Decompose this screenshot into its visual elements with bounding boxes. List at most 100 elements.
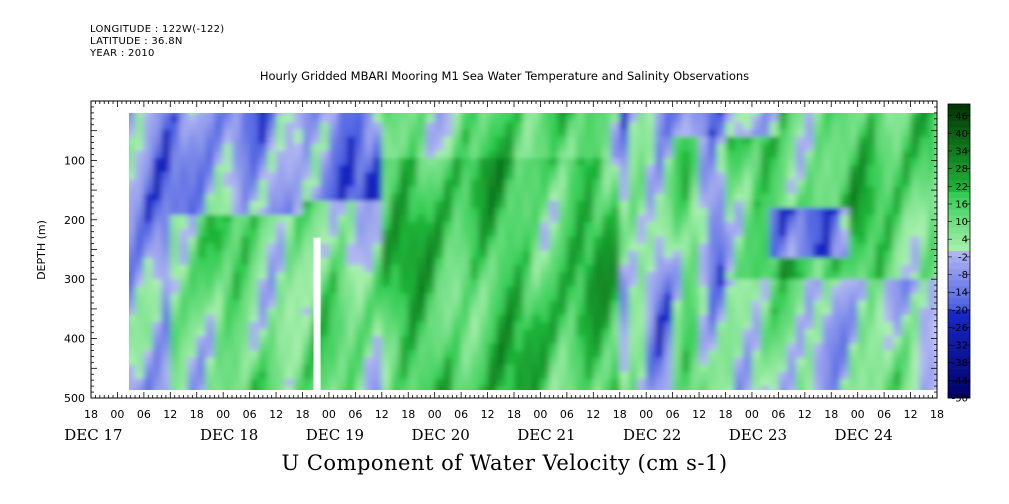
- colorbar-swatch: [948, 356, 970, 364]
- colorbar-swatch: [948, 174, 970, 181]
- colorbar-swatch: [948, 362, 970, 369]
- colorbar-swatch: [948, 192, 970, 199]
- x-hour-tick-label: 06: [243, 408, 257, 421]
- colorbar-swatch: [948, 315, 970, 322]
- colorbar-swatch: [948, 104, 970, 111]
- y-tick-label: 100: [64, 154, 85, 167]
- x-day-label: DEC 17: [64, 426, 122, 444]
- colorbar-tick-label: 16: [955, 200, 968, 211]
- x-day-label: DEC 22: [623, 426, 681, 444]
- colorbar-swatch: [948, 109, 970, 117]
- colorbar-swatch: [948, 162, 970, 169]
- x-day-label: DEC 23: [729, 426, 787, 444]
- x-hour-tick-label: 06: [137, 408, 151, 421]
- x-hour-tick-label: 00: [322, 408, 336, 421]
- colorbar-swatch: [948, 251, 970, 258]
- header-latitude: LATITUDE : 36.8N: [90, 36, 183, 47]
- x-hour-tick-label: 12: [904, 408, 918, 421]
- x-hour-tick-label: 18: [824, 408, 838, 421]
- colorbar-swatch: [948, 274, 970, 281]
- colorbar-tick-label: -26: [952, 323, 968, 334]
- y-tick-label: 400: [64, 333, 85, 346]
- colorbar-tick-label: -20: [952, 305, 968, 316]
- colorbar-tick-label: -2: [958, 252, 968, 263]
- colorbar-swatch: [948, 115, 970, 122]
- colorbar-swatch: [948, 392, 970, 399]
- y-axis-label: DEPTH (m): [35, 220, 48, 280]
- x-hour-tick-label: 06: [348, 408, 362, 421]
- x-hour-tick-label: 06: [560, 408, 574, 421]
- colorbar-swatch: [948, 133, 970, 140]
- colorbar-tick-label: 4: [962, 235, 968, 246]
- colorbar-swatch: [948, 215, 970, 222]
- colorbar-tick-label: -32: [952, 341, 968, 352]
- colorbar-tick-label: -14: [952, 288, 968, 299]
- x-hour-tick-label: 18: [719, 408, 733, 421]
- colorbar-tick-label: 10: [955, 217, 968, 228]
- colorbar-swatch: [948, 203, 970, 211]
- x-hour-tick-label: 00: [745, 408, 759, 421]
- colorbar-swatch: [948, 298, 970, 305]
- x-day-label: DEC 21: [517, 426, 575, 444]
- colorbar-swatch: [948, 380, 970, 387]
- colorbar-swatch: [948, 339, 970, 346]
- colorbar-swatch: [948, 321, 970, 328]
- y-tick-label: 300: [64, 273, 85, 286]
- x-hour-tick-label: 18: [296, 408, 310, 421]
- x-hour-tick-label: 00: [639, 408, 653, 421]
- colorbar-swatch: [948, 327, 970, 334]
- colorbar-swatch: [948, 209, 970, 217]
- x-hour-tick-label: 12: [163, 408, 177, 421]
- x-hour-tick-label: 12: [798, 408, 812, 421]
- colorbar-tick-label: -38: [952, 358, 968, 369]
- colorbar: [947, 103, 971, 399]
- x-hour-tick-label: 12: [692, 408, 706, 421]
- colorbar-swatch: [948, 303, 970, 311]
- colorbar-swatch: [948, 268, 970, 275]
- plot-axes: [90, 100, 938, 399]
- colorbar-swatch: [948, 239, 970, 246]
- colorbar-swatch: [948, 333, 970, 340]
- y-tick-label: 200: [64, 214, 85, 227]
- colorbar-tick-label: 28: [955, 164, 968, 175]
- colorbar-swatch: [948, 121, 970, 128]
- colorbar-swatch: [948, 156, 970, 164]
- x-hour-tick-label: 00: [110, 408, 124, 421]
- x-hour-tick-label: 18: [401, 408, 415, 421]
- x-hour-tick-label: 12: [481, 408, 495, 421]
- colorbar-swatch: [948, 262, 970, 269]
- x-hour-tick-label: 18: [930, 408, 944, 421]
- colorbar-swatch: [948, 245, 970, 252]
- x-hour-tick-label: 06: [454, 408, 468, 421]
- colorbar-tick-label: -50: [952, 394, 968, 405]
- colorbar-swatch: [948, 233, 970, 240]
- colorbar-swatch: [948, 345, 970, 352]
- chart-title: Hourly Gridded MBARI Mooring M1 Sea Wate…: [259, 69, 750, 83]
- data-gap: [313, 237, 321, 390]
- colorbar-swatch: [948, 145, 970, 152]
- x-hour-tick-label: 06: [666, 408, 680, 421]
- colorbar-swatch: [948, 168, 970, 175]
- chart-subtitle: U Component of Water Velocity (cm s-1): [281, 451, 728, 475]
- colorbar-swatch: [948, 127, 970, 134]
- colorbar-swatch: [948, 139, 970, 146]
- colorbar-tick-label: 22: [955, 182, 968, 193]
- colorbar-swatch: [948, 180, 970, 187]
- y-tick-label: 500: [64, 392, 85, 405]
- x-hour-tick-label: 06: [771, 408, 785, 421]
- colorbar-tick-label: 40: [955, 129, 968, 140]
- colorbar-tick-label: 46: [955, 111, 968, 122]
- x-day-label: DEC 19: [306, 426, 364, 444]
- x-day-label: DEC 18: [200, 426, 258, 444]
- colorbar-tick-label: -8: [958, 270, 968, 281]
- header-year: YEAR : 2010: [90, 48, 155, 59]
- x-hour-tick-label: 00: [428, 408, 442, 421]
- colorbar-swatch: [948, 151, 970, 158]
- x-hour-tick-label: 00: [216, 408, 230, 421]
- colorbar-tick-label: 34: [955, 147, 968, 158]
- colorbar-swatch: [948, 198, 970, 205]
- colorbar-swatch: [948, 256, 970, 264]
- colorbar-swatch: [948, 386, 970, 393]
- colorbar-swatch: [948, 292, 970, 299]
